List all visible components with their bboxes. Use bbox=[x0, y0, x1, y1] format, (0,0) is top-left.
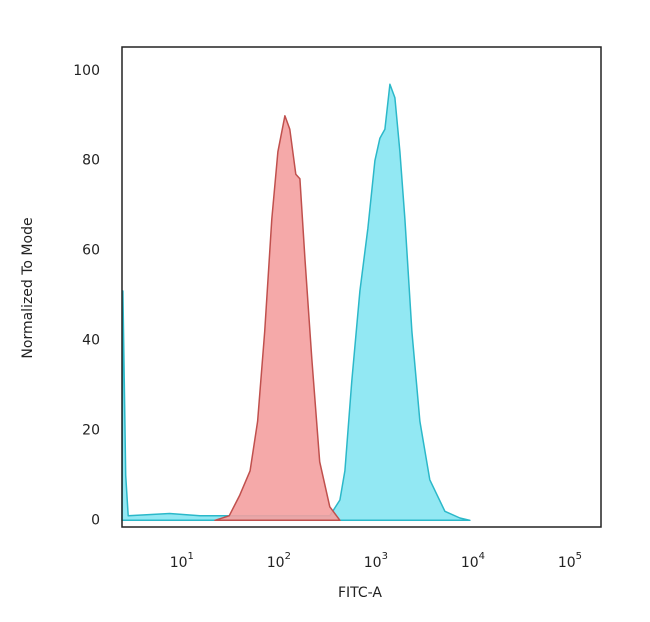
x-tick-exponent: 1 bbox=[188, 551, 194, 562]
y-tick-label: 20 bbox=[82, 422, 100, 438]
x-tick-base: 10 bbox=[267, 555, 285, 571]
x-tick-exponent: 4 bbox=[479, 551, 485, 562]
histogram-area bbox=[214, 115, 341, 522]
x-tick-label: 105 bbox=[558, 551, 582, 571]
y-tick-label: 100 bbox=[73, 63, 100, 79]
x-tick-label: 103 bbox=[364, 551, 388, 571]
x-tick-label: 101 bbox=[170, 551, 194, 571]
y-tick-label: 0 bbox=[91, 512, 100, 528]
x-axis-label: FITC-A bbox=[338, 585, 382, 601]
x-tick-exponent: 5 bbox=[576, 551, 582, 562]
histogram-area bbox=[121, 83, 471, 522]
y-tick-label: 80 bbox=[82, 153, 100, 169]
x-tick-exponent: 2 bbox=[285, 551, 291, 562]
x-tick-base: 10 bbox=[461, 555, 479, 571]
x-tick-exponent: 3 bbox=[382, 551, 388, 562]
x-tick-label: 104 bbox=[461, 551, 485, 571]
x-tick-label: 102 bbox=[267, 551, 291, 571]
y-tick-label: 60 bbox=[82, 243, 100, 259]
x-tick-base: 10 bbox=[364, 555, 382, 571]
y-axis-label: Normalized To Mode bbox=[20, 217, 36, 358]
plot-frame bbox=[121, 46, 602, 528]
x-tick-base: 10 bbox=[558, 555, 576, 571]
x-tick-base: 10 bbox=[170, 555, 188, 571]
y-tick-label: 40 bbox=[82, 332, 100, 348]
